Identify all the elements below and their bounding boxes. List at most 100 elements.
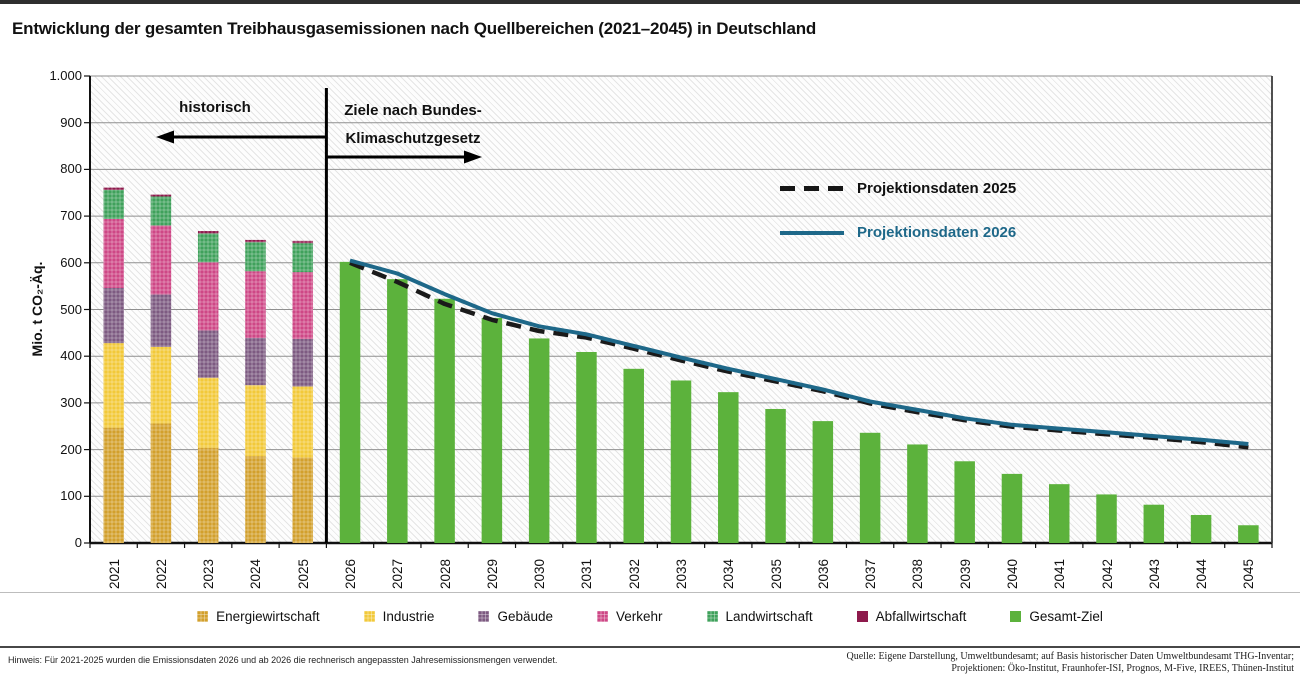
right-arrow-icon — [464, 150, 482, 164]
x-tick-label-2022: 2022 — [153, 558, 169, 590]
y-tick-label-800: 800 — [60, 161, 82, 177]
bar-segment-2023-verkehr — [197, 262, 219, 331]
y-tick-label-100: 100 — [60, 488, 82, 504]
bar-segment-2021-industrie — [103, 343, 124, 428]
x-tick-label-2024: 2024 — [247, 558, 263, 590]
y-tick-label-900: 900 — [60, 114, 82, 130]
y-tick-label-200: 200 — [60, 441, 82, 457]
bar-segment-2023-abfallwirtschaft — [197, 231, 219, 234]
annotation-target-law: Ziele nach Bundes- Klimaschutzgesetz — [334, 97, 492, 153]
bar-segment-2025-landwirtschaft — [292, 243, 314, 273]
x-tick-label-2028: 2028 — [437, 558, 453, 590]
bar-segment-2021-gebaeude — [103, 288, 124, 344]
x-tick-label-2029: 2029 — [484, 558, 500, 590]
annotation-target-law-line2: Klimaschutzgesetz — [345, 130, 481, 147]
legend-item-landwirtschaft: Landwirtschaft — [706, 609, 813, 624]
legend-label-industrie: Industrie — [382, 609, 435, 624]
legend-swatch-energiewirtschaft — [197, 611, 209, 622]
legend-swatch-gebaeude — [478, 611, 490, 622]
target-bar-2042 — [1096, 494, 1117, 543]
target-bar-2036 — [812, 421, 834, 543]
projection-2026-line-sample — [780, 231, 844, 235]
y-tick-label-500: 500 — [60, 301, 82, 317]
x-tick-label-2031: 2031 — [578, 558, 594, 590]
x-tick-label-2032: 2032 — [626, 558, 642, 590]
chart-canvas — [84, 75, 1273, 548]
x-tick-label-2021: 2021 — [106, 558, 122, 590]
top-divider-rule — [0, 0, 1300, 4]
y-tick-label-600: 600 — [60, 254, 82, 270]
x-tick-label-2034: 2034 — [720, 558, 736, 590]
annotation-target-law-line1: Ziele nach Bundes- — [344, 102, 482, 119]
bar-segment-2021-verkehr — [103, 218, 124, 289]
legend-swatch-landwirtschaft — [706, 611, 718, 622]
target-bar-2040 — [1001, 473, 1023, 543]
legend-swatch-verkehr — [597, 611, 608, 622]
target-bar-2038 — [907, 444, 928, 543]
target-bar-2041 — [1048, 484, 1070, 543]
legend-item-gesamt-ziel: Gesamt-Ziel — [1010, 609, 1103, 624]
bar-segment-2025-verkehr — [292, 272, 314, 339]
bar-segment-2023-gebaeude — [197, 330, 219, 378]
legend-label-verkehr: Verkehr — [616, 609, 663, 624]
x-tick-label-2036: 2036 — [815, 558, 831, 590]
legend-item-verkehr: Verkehr — [597, 609, 663, 624]
projection-2025-legend-label: Projektionsdaten 2025 — [857, 180, 1017, 197]
x-tick-label-2040: 2040 — [1004, 558, 1020, 590]
bar-segment-2022-abfallwirtschaft — [150, 194, 172, 197]
target-bar-2033 — [670, 380, 692, 543]
projection-line-projektionsdaten-2026 — [349, 258, 1249, 446]
target-bar-2043 — [1143, 504, 1165, 543]
y-tick-label-700: 700 — [60, 208, 82, 224]
target-bar-2028 — [434, 298, 455, 543]
legend-label-abfallwirtschaft: Abfallwirtschaft — [875, 609, 967, 624]
target-bar-2027 — [387, 279, 408, 543]
legend-label-energiewirtschaft: Energiewirtschaft — [216, 609, 320, 624]
bar-segment-2021-landwirtschaft — [103, 189, 124, 219]
x-tick-label-2025: 2025 — [295, 558, 311, 590]
target-bar-2039 — [954, 461, 975, 543]
bar-segment-2025-industrie — [292, 386, 314, 458]
bar-segment-2024-abfallwirtschaft — [245, 239, 266, 243]
x-tick-label-2035: 2035 — [768, 558, 784, 590]
bar-segment-2022-verkehr — [150, 225, 172, 295]
chart-legend: Energiewirtschaft Industrie Gebäude Verkehr… — [0, 609, 1300, 624]
x-tick-label-2027: 2027 — [389, 558, 405, 590]
target-bar-2034 — [718, 392, 739, 543]
legend-label-gebaeude: Gebäude — [497, 609, 553, 624]
y-tick-label-0: 0 — [74, 535, 82, 550]
legend-item-energiewirtschaft: Energiewirtschaft — [197, 609, 320, 624]
source-line-1: Quelle: Eigene Darstellung, Umweltbundes… — [846, 651, 1294, 662]
y-tick-label-1000: 1.000 — [49, 68, 82, 83]
target-bar-2037 — [859, 432, 881, 543]
bar-segment-2023-industrie — [197, 377, 219, 448]
legend-swatch-gesamt-ziel — [1010, 611, 1022, 622]
bar-segment-2021-abfallwirtschaft — [103, 187, 124, 190]
target-bar-2030 — [528, 338, 550, 543]
legend-item-abfallwirtschaft: Abfallwirtschaft — [856, 609, 967, 624]
bar-segment-2023-landwirtschaft — [197, 233, 219, 263]
legend-label-gesamt-ziel: Gesamt-Ziel — [1029, 609, 1103, 624]
bar-segment-2024-gebaeude — [245, 337, 266, 386]
x-tick-label-2037: 2037 — [862, 558, 878, 590]
x-tick-label-2038: 2038 — [909, 558, 925, 590]
bar-segment-2021-energiewirtschaft — [103, 427, 124, 543]
bar-segment-2024-verkehr — [245, 271, 266, 338]
bar-segment-2024-industrie — [245, 385, 266, 457]
bar-segment-2025-gebaeude — [292, 338, 314, 387]
legend-swatch-abfallwirtschaft — [856, 611, 868, 622]
projection-2025-line-sample — [780, 186, 844, 191]
target-bar-2044 — [1190, 514, 1212, 543]
target-bar-2031 — [576, 351, 597, 543]
target-bar-2045 — [1238, 525, 1259, 543]
chart-title: Entwicklung der gesamten Treibhausgasemi… — [12, 19, 817, 38]
target-bar-2026 — [339, 261, 361, 543]
x-tick-label-2042: 2042 — [1099, 558, 1115, 590]
legend-item-gebaeude: Gebäude — [478, 609, 553, 624]
left-arrow-icon — [156, 130, 174, 144]
x-tick-label-2039: 2039 — [957, 558, 973, 590]
legend-label-landwirtschaft: Landwirtschaft — [725, 609, 813, 624]
y-tick-label-400: 400 — [60, 348, 82, 364]
bar-segment-2022-gebaeude — [150, 294, 172, 347]
